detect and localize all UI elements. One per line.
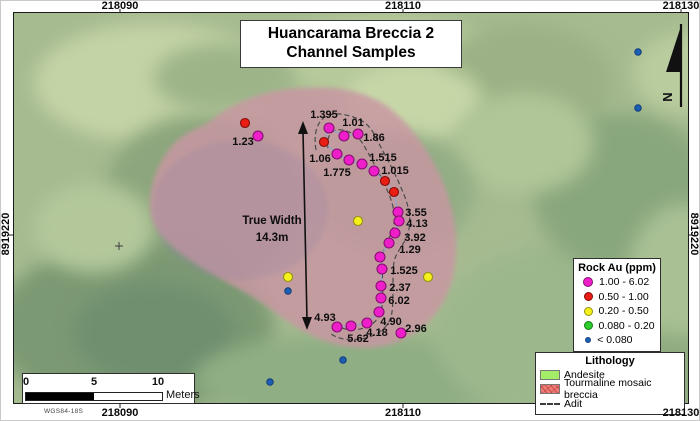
- legend-rock-au-title: Rock Au (ppm): [578, 262, 656, 274]
- terrain-patch: [454, 93, 594, 193]
- coordinate-label-right: 8919220: [688, 212, 700, 256]
- map-title-line2: Channel Samples: [286, 44, 416, 62]
- legend-item-green: 0.080 - 0.20: [574, 319, 660, 334]
- legend-dot-icon: [583, 306, 593, 316]
- legend-item-label: < 0.080: [597, 334, 633, 347]
- legend-item-blue: < 0.080: [574, 333, 660, 348]
- terrain-patch: [634, 33, 688, 113]
- map-title: Huancarama Breccia 2 Channel Samples: [240, 20, 462, 68]
- legend-item-label: Adit: [564, 397, 583, 410]
- legend-item-adit: Adit: [536, 397, 684, 412]
- breccia-swatch-icon: [540, 384, 560, 395]
- legend-item-label: 1.00 - 6.02: [599, 276, 650, 289]
- datum-label: WGS84-18S: [44, 408, 84, 415]
- legend-dot-icon: [583, 321, 593, 331]
- legend-item-label: 0.080 - 0.20: [598, 319, 655, 332]
- legend-item-yellow: 0.20 - 0.50: [574, 304, 660, 319]
- legend-lithology: Lithology Andesite Tourmaline mosaic brec…: [535, 352, 685, 415]
- legend-item-label: 0.50 - 1.00: [598, 290, 649, 303]
- scale-bar-black-segment: [26, 393, 94, 400]
- legend-item-label: Tourmaline mosaic breccia: [564, 377, 652, 402]
- coordinate-label: 218090: [101, 0, 139, 12]
- legend-rock-au: Rock Au (ppm) 1.00 - 6.02 0.50 - 1.00 0.20…: [573, 258, 661, 352]
- andesite-swatch-icon: [540, 369, 560, 380]
- coordinate-label: 218130: [662, 407, 700, 419]
- legend-item-label: 0.20 - 0.50: [598, 305, 649, 318]
- coordinate-label: 218130: [662, 0, 700, 12]
- legend-item-breccia: Tourmaline mosaic breccia: [536, 377, 684, 401]
- legend-dot-icon: [583, 277, 593, 288]
- scale-tick-label: 10: [151, 376, 165, 388]
- adit-swatch-icon: [540, 402, 560, 405]
- scale-tick-label: 0: [22, 376, 30, 388]
- legend-lithology-title: Lithology: [585, 355, 635, 367]
- scale-bar: 0 5 10 Meters: [22, 373, 200, 404]
- legend-dot-icon: [583, 292, 593, 302]
- scale-bar-bar: [25, 392, 163, 401]
- map-title-line1: Huancarama Breccia 2: [267, 25, 435, 42]
- legend-item-label: Andesite: [564, 368, 605, 381]
- coordinate-label: 218110: [384, 407, 422, 419]
- coordinate-label: 218110: [384, 0, 422, 12]
- terrain-patch: [314, 133, 474, 253]
- scale-bar-unit: Meters: [166, 389, 200, 401]
- terrain-patch: [34, 183, 154, 273]
- map-frame: [13, 12, 689, 404]
- legend-item-magenta: 1.00 - 6.02: [574, 275, 660, 290]
- coordinate-label-left: 8919220: [0, 212, 12, 256]
- legend-dot-icon: [584, 337, 592, 344]
- scale-tick-label: 5: [90, 376, 98, 388]
- legend-item-red: 0.50 - 1.00: [574, 290, 660, 305]
- legend-item-andesite: Andesite: [536, 368, 684, 383]
- coordinate-label: 218090: [101, 407, 139, 419]
